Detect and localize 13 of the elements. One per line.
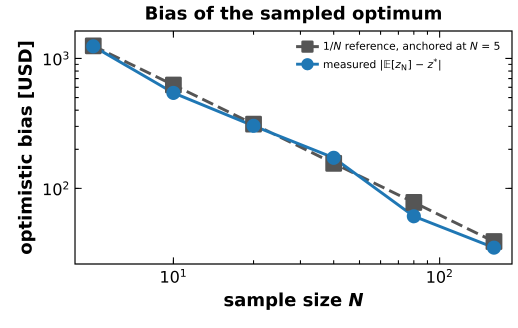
point (246, 118, 261, 133)
point (406, 209, 421, 224)
point (166, 86, 180, 100)
x-axis-title: sample size N (224, 292, 364, 310)
point (326, 150, 341, 165)
y-axis-title: optimistic bias [USD] (18, 42, 36, 254)
legend-label: 1/N reference, anchored at N = 5 (324, 42, 500, 51)
x-tick-label: 10$^{1}$ (161, 269, 186, 283)
chart-title: Bias of the sampled optimum (146, 6, 441, 24)
y-tick-label: 10$^{3}$ (44, 51, 68, 66)
point (486, 240, 502, 255)
legend-label: measured |𝔼[z$_{N}$] − z$^{*}$| (324, 58, 440, 71)
point (405, 194, 422, 211)
